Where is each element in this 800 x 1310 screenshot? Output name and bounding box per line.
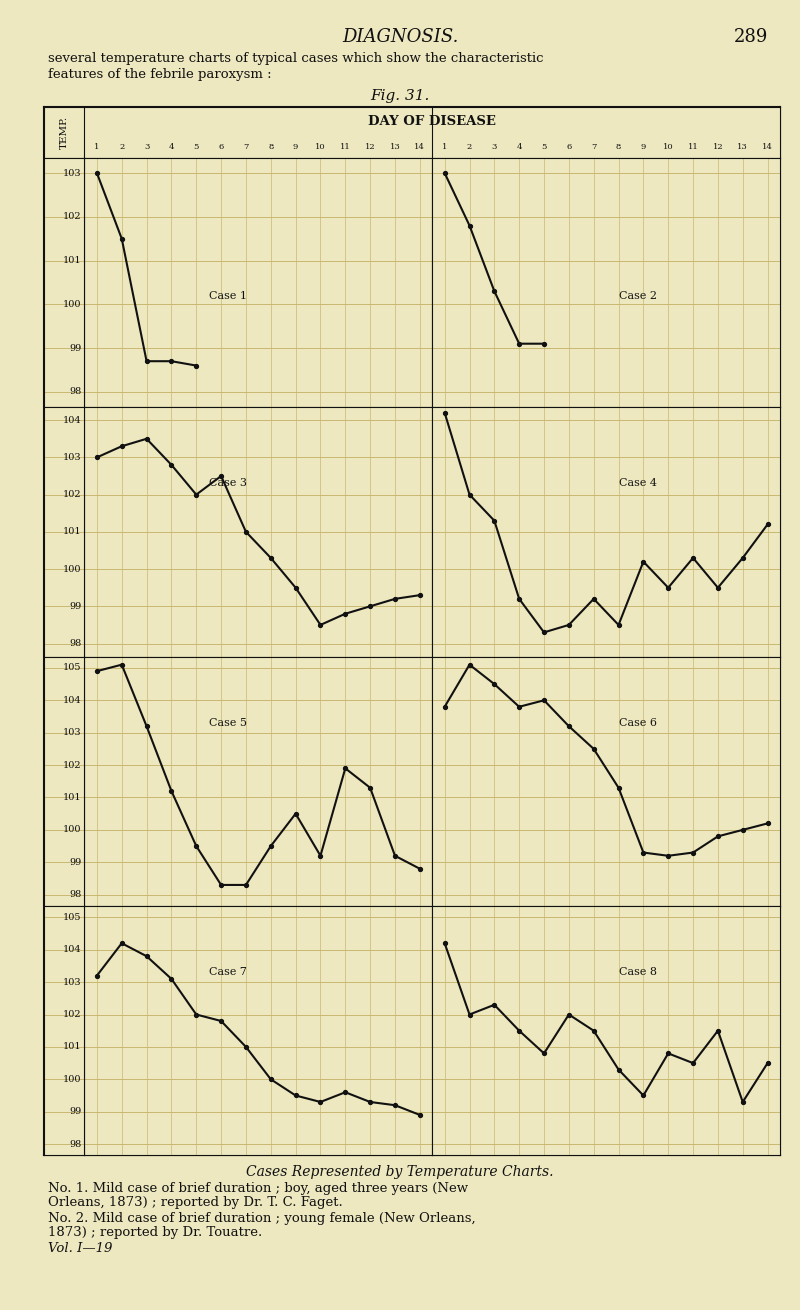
Text: 1: 1 xyxy=(442,143,447,151)
Text: 9: 9 xyxy=(641,143,646,151)
Text: 1873) ; reported by Dr. Touatre.: 1873) ; reported by Dr. Touatre. xyxy=(48,1226,262,1239)
Text: 11: 11 xyxy=(340,143,350,151)
Text: 5: 5 xyxy=(542,143,546,151)
Text: Case 4: Case 4 xyxy=(618,478,657,489)
Text: 11: 11 xyxy=(688,143,698,151)
Text: 103: 103 xyxy=(62,453,82,462)
Text: Case 6: Case 6 xyxy=(618,718,657,728)
Text: DIAGNOSIS.: DIAGNOSIS. xyxy=(342,28,458,46)
Text: Case 8: Case 8 xyxy=(618,967,657,977)
Text: DAY OF DISEASE: DAY OF DISEASE xyxy=(368,115,496,128)
Text: 7: 7 xyxy=(591,143,596,151)
Text: 100: 100 xyxy=(62,300,82,309)
Text: 103: 103 xyxy=(62,169,82,178)
Text: 4: 4 xyxy=(169,143,174,151)
Text: 12: 12 xyxy=(713,143,723,151)
Text: 7: 7 xyxy=(243,143,249,151)
Text: 14: 14 xyxy=(762,143,773,151)
Text: 105: 105 xyxy=(62,663,82,672)
Text: 103: 103 xyxy=(62,728,82,738)
Text: 101: 101 xyxy=(62,255,82,265)
Text: 4: 4 xyxy=(517,143,522,151)
Text: Case 2: Case 2 xyxy=(618,291,657,300)
Text: 5: 5 xyxy=(194,143,199,151)
Text: 100: 100 xyxy=(62,825,82,834)
Text: 2: 2 xyxy=(467,143,472,151)
Text: 98: 98 xyxy=(69,388,82,397)
Text: No. 1. Mild case of brief duration ; boy, aged three years (New: No. 1. Mild case of brief duration ; boy… xyxy=(48,1182,468,1195)
Text: Case 7: Case 7 xyxy=(209,967,246,977)
Text: 102: 102 xyxy=(62,212,82,221)
Text: features of the febrile paroxysm :: features of the febrile paroxysm : xyxy=(48,68,272,81)
Text: 98: 98 xyxy=(69,1140,82,1149)
Text: 98: 98 xyxy=(69,891,82,899)
Text: 3: 3 xyxy=(492,143,497,151)
Text: several temperature charts of typical cases which show the characteristic: several temperature charts of typical ca… xyxy=(48,52,543,66)
Text: 13: 13 xyxy=(390,143,400,151)
Text: 8: 8 xyxy=(268,143,274,151)
Text: 3: 3 xyxy=(144,143,150,151)
Text: 12: 12 xyxy=(365,143,375,151)
Text: 99: 99 xyxy=(69,858,82,867)
Text: 2: 2 xyxy=(119,143,124,151)
Text: 98: 98 xyxy=(69,639,82,648)
Text: 105: 105 xyxy=(62,913,82,922)
Text: 8: 8 xyxy=(616,143,622,151)
Text: 1: 1 xyxy=(94,143,99,151)
Text: 102: 102 xyxy=(62,1010,82,1019)
Text: 101: 101 xyxy=(62,1043,82,1052)
Text: Fig. 31.: Fig. 31. xyxy=(370,89,430,103)
Text: 289: 289 xyxy=(734,28,768,46)
Text: 6: 6 xyxy=(566,143,571,151)
Text: 101: 101 xyxy=(62,793,82,802)
Text: 100: 100 xyxy=(62,1074,82,1083)
Text: 104: 104 xyxy=(62,415,82,424)
Text: Vol. I—19: Vol. I—19 xyxy=(48,1242,112,1255)
Text: 10: 10 xyxy=(315,143,326,151)
Text: Cases Represented by Temperature Charts.: Cases Represented by Temperature Charts. xyxy=(246,1165,554,1179)
Text: No. 2. Mild case of brief duration ; young female (New Orleans,: No. 2. Mild case of brief duration ; you… xyxy=(48,1212,476,1225)
Text: 101: 101 xyxy=(62,528,82,536)
Text: 10: 10 xyxy=(663,143,674,151)
Text: 104: 104 xyxy=(62,696,82,705)
Text: 99: 99 xyxy=(69,1107,82,1116)
Text: Orleans, 1873) ; reported by Dr. T. C. Faget.: Orleans, 1873) ; reported by Dr. T. C. F… xyxy=(48,1196,342,1209)
Text: Case 5: Case 5 xyxy=(209,718,246,728)
Text: 6: 6 xyxy=(218,143,224,151)
Text: 102: 102 xyxy=(62,490,82,499)
Text: Case 1: Case 1 xyxy=(209,291,246,300)
Text: 99: 99 xyxy=(69,343,82,352)
Text: TEMP.: TEMP. xyxy=(60,117,69,149)
Text: 99: 99 xyxy=(69,601,82,610)
Text: 9: 9 xyxy=(293,143,298,151)
Text: Case 3: Case 3 xyxy=(209,478,246,489)
Text: 100: 100 xyxy=(62,565,82,574)
Text: 13: 13 xyxy=(738,143,748,151)
Text: 14: 14 xyxy=(414,143,426,151)
Text: 104: 104 xyxy=(62,946,82,954)
Text: 102: 102 xyxy=(62,761,82,769)
Text: 103: 103 xyxy=(62,977,82,986)
